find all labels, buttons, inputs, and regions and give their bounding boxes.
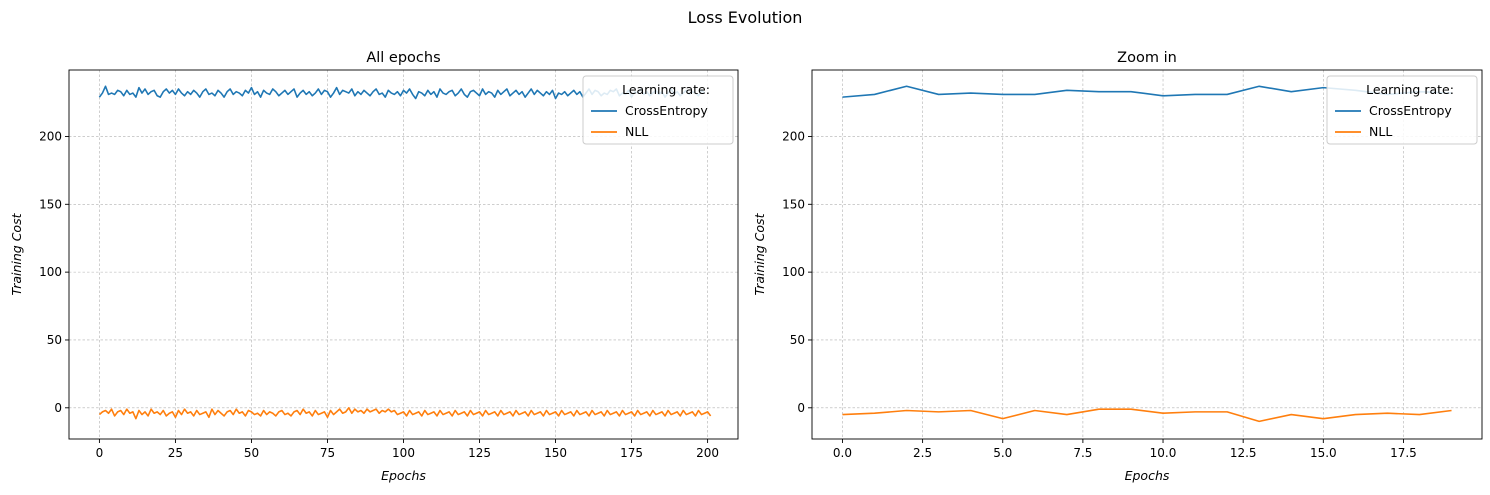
chart-1-x-tick-label-2: 5.0	[993, 446, 1012, 460]
chart-0-y-tick-label-2: 100	[39, 265, 62, 279]
chart-1-x-tick-label-1: 2.5	[913, 446, 932, 460]
chart-0-y-tick-label-1: 50	[47, 333, 62, 347]
chart-0-xlabel: Epochs	[381, 468, 426, 483]
chart-1-legend-label-nll: NLL	[1369, 124, 1392, 139]
chart-1-series-nll-line	[842, 408, 1452, 423]
chart-all-epochs: 0 25 50 75 100 125 150 175 200 0 50 100 150 200 All ep…	[9, 50, 739, 483]
chart-0-legend-box	[582, 75, 734, 145]
chart-1-legend: Learning rate: CrossEntropy NLL	[1326, 75, 1478, 145]
chart-1-x-tick-label-0: 0.0	[833, 446, 852, 460]
chart-0-x-tick-label-3: 75	[320, 446, 335, 460]
chart-0-x-tick-label-7: 175	[620, 446, 643, 460]
chart-1-legend-box	[1326, 75, 1478, 145]
chart-0-legend: Learning rate: CrossEntropy NLL	[582, 75, 734, 145]
chart-0-ylabel: Training Cost	[9, 212, 24, 295]
chart-1-y-tick-label-4: 200	[782, 129, 805, 143]
chart-1-axes-frame	[811, 69, 1483, 440]
chart-1-y-tick-label-2: 100	[782, 265, 805, 279]
chart-1-y-tick-label-1: 50	[790, 333, 805, 347]
chart-1-xlabel: Epochs	[1125, 468, 1170, 483]
chart-0-y-tick-label-4: 200	[39, 129, 62, 143]
chart-1-y-tick-label-0: 0	[797, 401, 805, 415]
chart-1-x-tick-label-3: 7.5	[1073, 446, 1092, 460]
chart-1-x-tick-label-6: 15.0	[1310, 446, 1337, 460]
chart-0-x-tick-label-0: 0	[96, 446, 104, 460]
figure-suptitle: Loss Evolution	[688, 8, 803, 27]
chart-zoom-in: 0.0 2.5 5.0 7.5 10.0 12.5 15.0 17.5 0 50 100 150 200…	[752, 50, 1483, 483]
chart-0-legend-label-nll: NLL	[625, 124, 648, 139]
chart-1-x-tick-label-5: 12.5	[1230, 446, 1257, 460]
chart-0-x-tick-label-5: 125	[468, 446, 491, 460]
chart-0-x-tick-label-6: 150	[544, 446, 567, 460]
chart-0-legend-label-crossentropy: CrossEntropy	[625, 103, 708, 118]
chart-1-y-tick-label-3: 150	[782, 197, 805, 211]
chart-1-legend-title: Learning rate:	[1366, 82, 1454, 97]
chart-1-title: Zoom in	[1117, 50, 1177, 66]
chart-1-ylabel: Training Cost	[752, 212, 767, 295]
chart-0-y-tick-label-3: 150	[39, 197, 62, 211]
chart-0-x-tick-label-2: 50	[244, 446, 259, 460]
chart-1-x-tick-label-7: 17.5	[1390, 446, 1417, 460]
chart-0-x-tick-label-1: 25	[168, 446, 183, 460]
chart-0-title: All epochs	[366, 50, 440, 66]
chart-0-x-tick-label-4: 100	[392, 446, 415, 460]
chart-0-legend-title: Learning rate:	[622, 82, 710, 97]
chart-1-legend-label-crossentropy: CrossEntropy	[1369, 103, 1452, 118]
chart-0-y-tick-label-0: 0	[54, 401, 62, 415]
chart-0-series-nll-line	[98, 406, 712, 420]
chart-1-x-tick-label-4: 10.0	[1150, 446, 1177, 460]
chart-0-x-tick-label-8: 200	[696, 446, 719, 460]
